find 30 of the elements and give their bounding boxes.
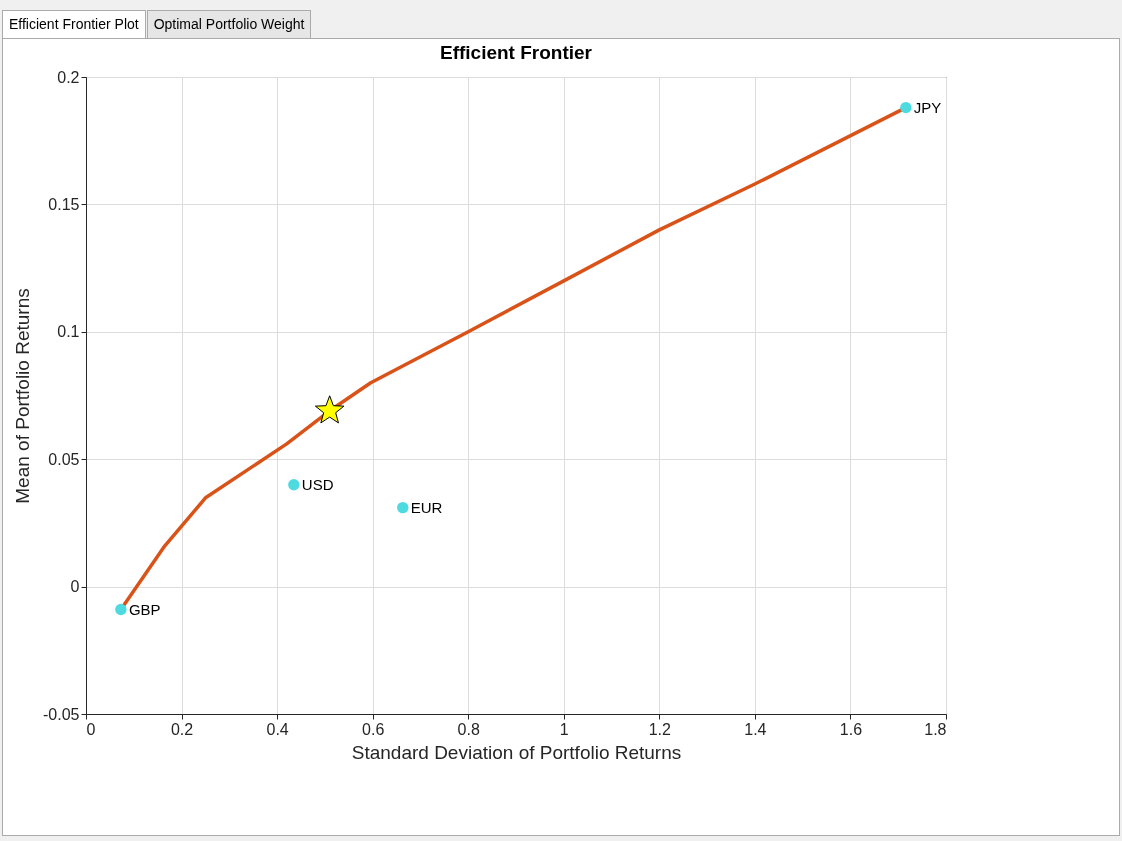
x-tick-label: 0 — [86, 720, 96, 738]
point — [288, 478, 300, 491]
x-tick-label: 0.2 — [170, 720, 194, 738]
y-tick-label: 0.05 — [48, 450, 80, 468]
y-tick-label: -0.05 — [43, 705, 80, 723]
y-tick-label: 0.15 — [48, 195, 80, 213]
y-tick-label: 0.2 — [57, 68, 80, 86]
point — [115, 603, 127, 616]
y-tick-label: 0 — [70, 578, 80, 596]
y-tick-label: 0.1 — [57, 323, 80, 341]
point — [314, 395, 345, 424]
x-tick-label: 1.8 — [924, 720, 947, 738]
x-tick-label: 1.6 — [839, 720, 863, 738]
chart-title: Efficient Frontier — [439, 42, 593, 63]
y-axis-title: Mean of Portfolio Returns — [12, 288, 34, 504]
x-tick-label: 0.8 — [457, 720, 480, 738]
data-label: USD — [301, 475, 334, 493]
text: Optimal Portfolio Weight — [146, 10, 312, 38]
x-tick-label: 0.4 — [266, 720, 289, 738]
x-axis-title: Standard Deviation of Portfolio Returns — [351, 741, 682, 763]
data-label: GBP — [128, 600, 161, 618]
x-tick-label: 1.4 — [744, 720, 767, 738]
x-tick-label: 1.2 — [648, 720, 672, 738]
point — [397, 501, 409, 514]
text: Efficient Frontier Plot — [2, 10, 146, 38]
data-label: JPY — [913, 98, 942, 116]
x-tick-label: 1 — [559, 720, 569, 738]
data-label: EUR — [410, 498, 443, 516]
x-tick-label: 0.6 — [362, 720, 385, 738]
point — [900, 101, 912, 114]
